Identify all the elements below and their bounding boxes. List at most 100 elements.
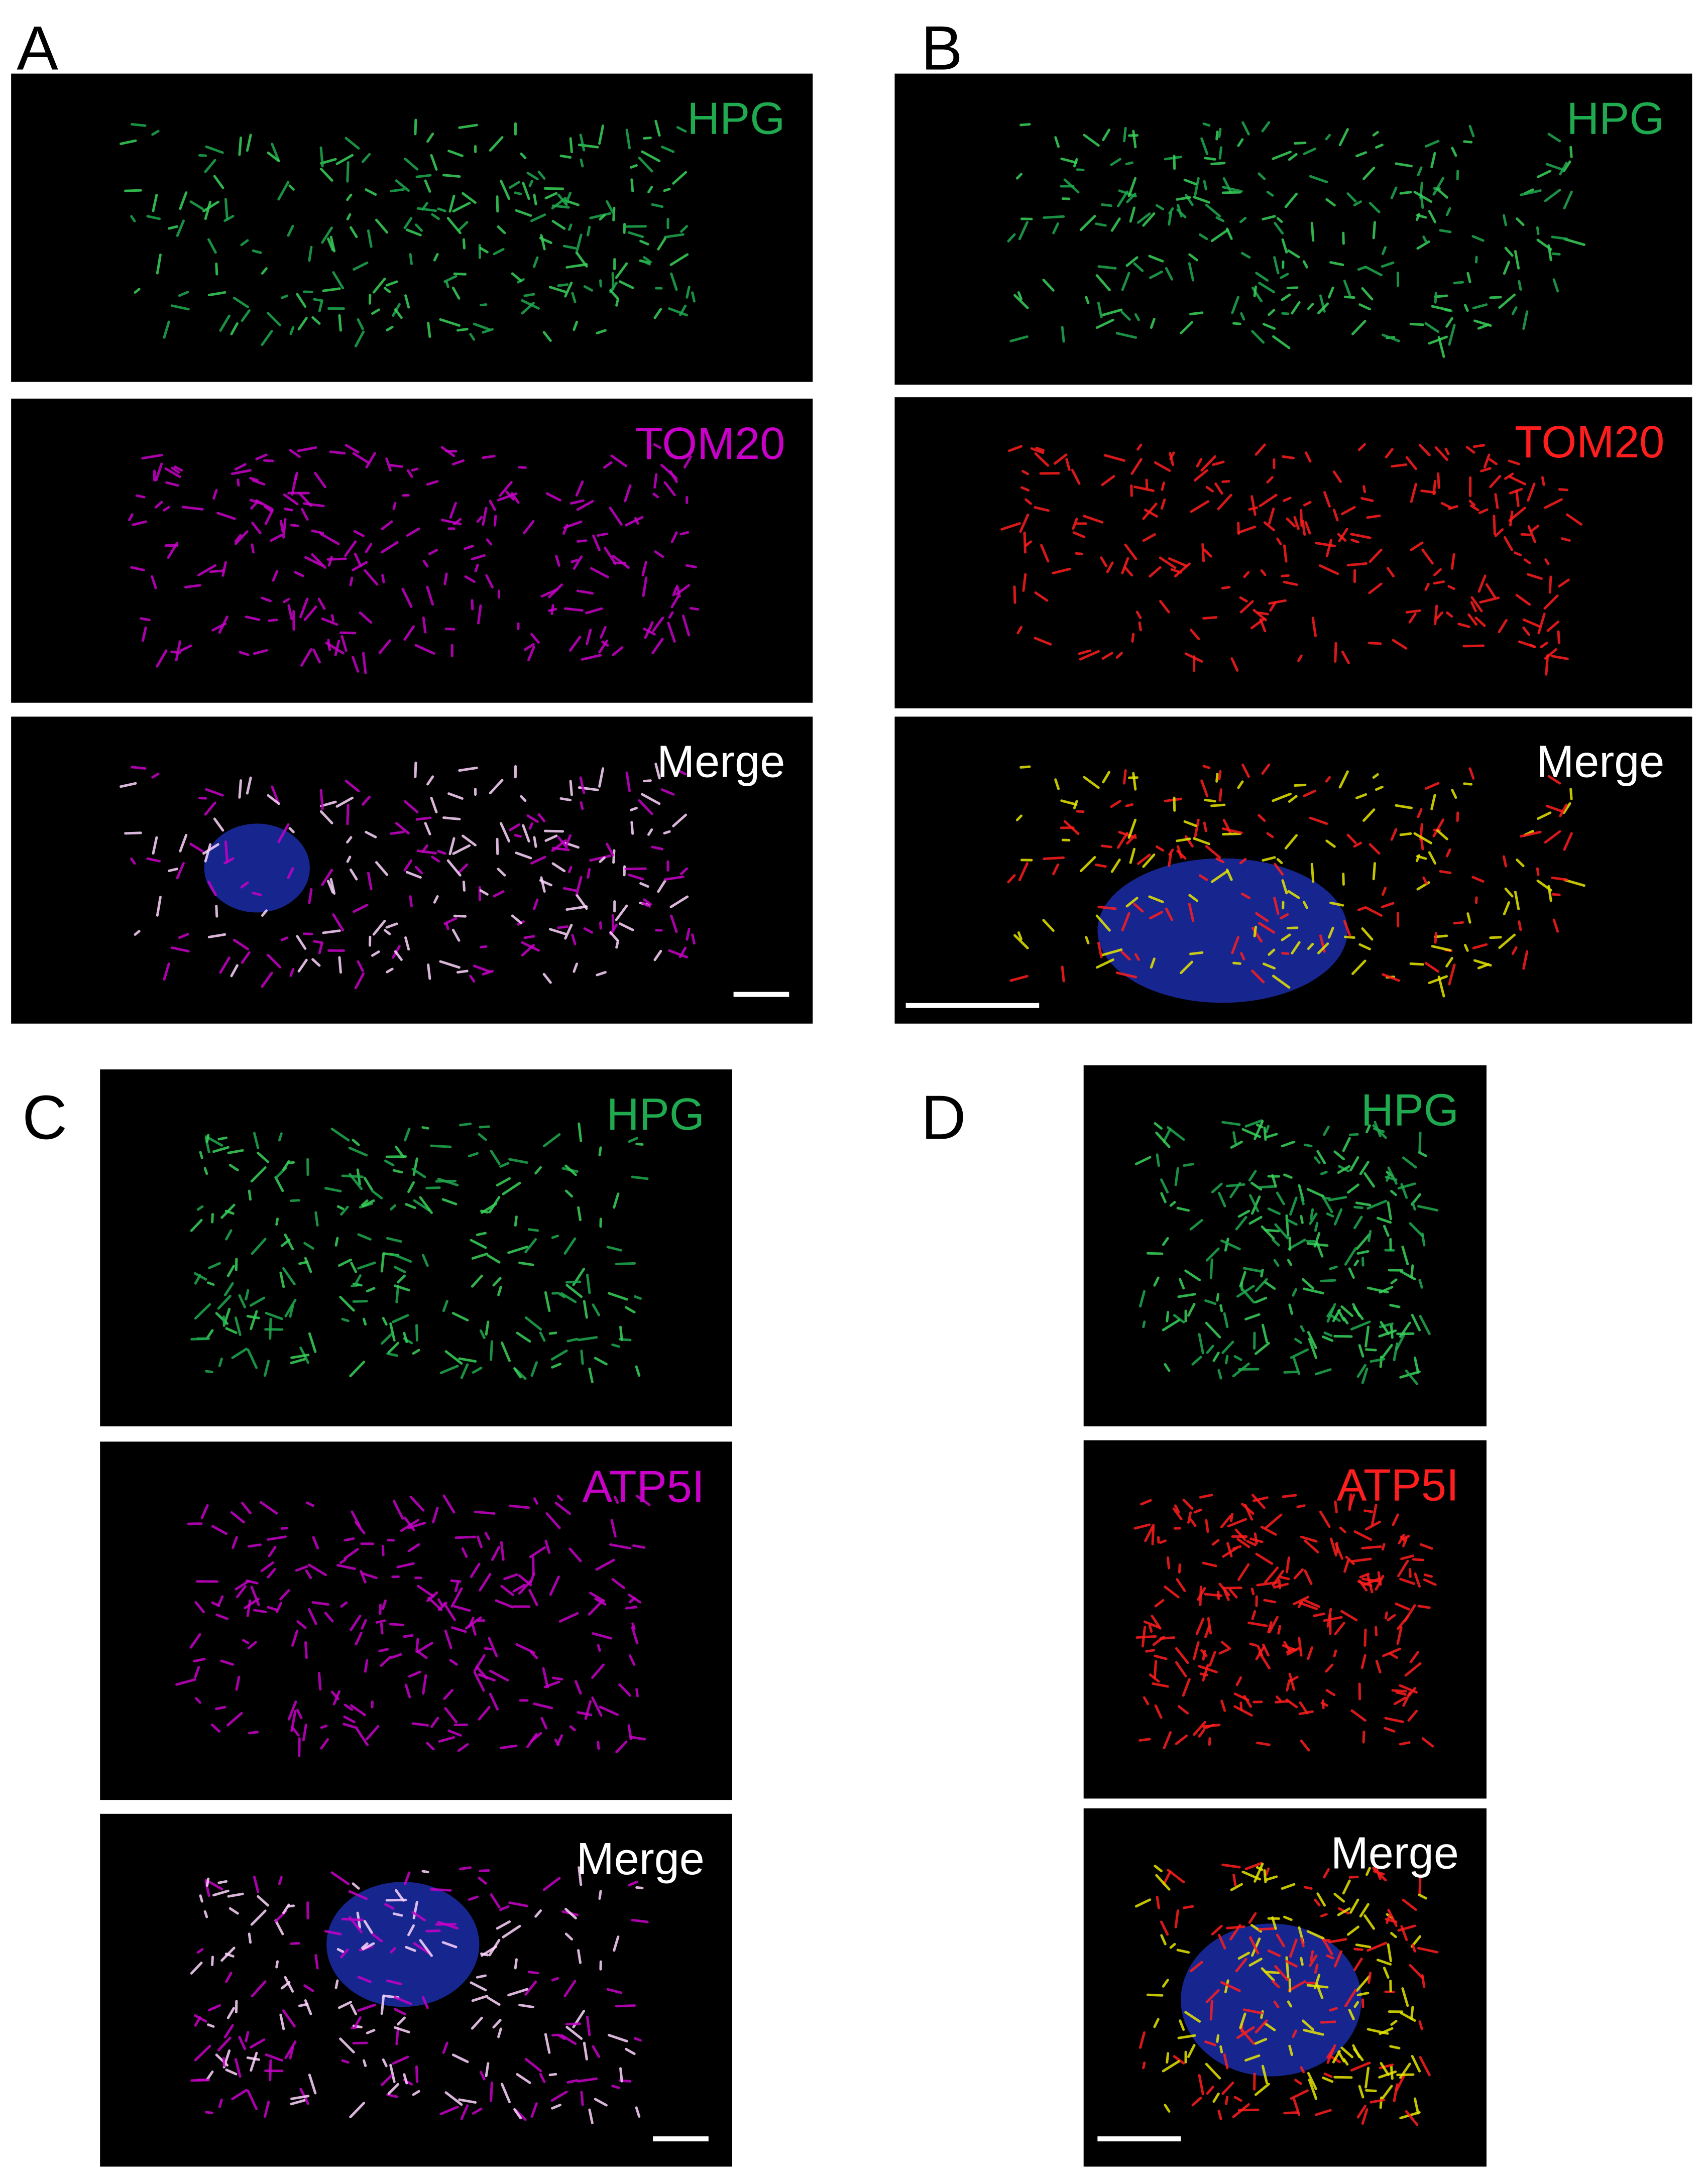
- mitochondrion: [1237, 780, 1244, 789]
- mitochondrion: [631, 1918, 649, 1923]
- mitochondrion: [460, 1363, 469, 1379]
- mitochondrion: [1314, 1964, 1319, 1974]
- mitochondrion: [484, 1647, 493, 1651]
- mitochondrion: [1202, 123, 1211, 127]
- mitochondrion: [1205, 486, 1214, 493]
- mitochondrion: [482, 969, 494, 976]
- mitochondrion: [1076, 810, 1085, 813]
- mitochondrion: [569, 1725, 576, 1732]
- mitochondrion: [136, 494, 146, 499]
- mitochondrion: [1253, 285, 1258, 297]
- mitochondrion: [308, 1608, 317, 1625]
- mitochondrion: [346, 213, 352, 221]
- mitochondrion: [485, 1320, 490, 1336]
- mitochondrion: [430, 1717, 439, 1728]
- mitochondrion: [1230, 1883, 1243, 1891]
- mitochondrion: [496, 195, 499, 213]
- mitochondrion: [1281, 574, 1290, 577]
- mitochondrion: [1132, 772, 1137, 791]
- mitochondrion: [263, 459, 274, 462]
- mitochondrion: [339, 1558, 347, 1564]
- mitochondrion: [1264, 1566, 1279, 1584]
- mitochondrion: [353, 530, 365, 537]
- mitochondrion: [589, 212, 612, 219]
- mitochondrion: [196, 1205, 204, 1211]
- mitochondrion: [1428, 210, 1437, 223]
- mitochondrion: [1248, 1170, 1257, 1182]
- mitochondrion: [386, 1352, 399, 1357]
- mitochondrion: [1421, 1232, 1426, 1247]
- mitochondrion: [1358, 2085, 1364, 2099]
- mitochondrion: [1364, 1325, 1370, 1348]
- mitochondrion: [606, 842, 614, 857]
- mitochondrion: [524, 1980, 537, 1996]
- mitochondrion: [1155, 204, 1165, 210]
- mitochondrion: [1259, 494, 1278, 508]
- mitochondrion: [163, 962, 170, 981]
- mitochondrion: [451, 459, 465, 466]
- mitochondrion: [349, 576, 354, 586]
- mitochondrion: [523, 935, 535, 939]
- mitochondrion: [354, 1274, 362, 1286]
- mitochondrion: [511, 272, 523, 282]
- mitochondrion: [1350, 533, 1372, 539]
- mitochondrion: [583, 2041, 588, 2060]
- mitochondrion: [304, 556, 323, 567]
- mitochondrion: [518, 1580, 532, 1595]
- mitochondrion: [548, 583, 563, 598]
- mitochondrion: [564, 1932, 574, 1940]
- mitochondrion: [415, 866, 423, 875]
- mitochondrion: [1261, 763, 1271, 775]
- mitochondrion: [1393, 1696, 1407, 1706]
- mitochondrion: [280, 936, 289, 941]
- mitochondrion: [1095, 914, 1111, 932]
- mitochondrion: [679, 304, 687, 316]
- mitochondrion: [1381, 1543, 1386, 1551]
- mitochondrion: [1434, 934, 1448, 938]
- mitochondrion: [189, 200, 204, 210]
- mitochondrion: [566, 1338, 579, 1343]
- mitochondrion: [1372, 862, 1377, 881]
- mitochondrion: [164, 467, 181, 478]
- mitochondrion: [450, 1626, 467, 1633]
- mitochondrion: [384, 1159, 395, 1167]
- mitochondrion: [447, 792, 464, 800]
- mitochondrion: [488, 1637, 498, 1657]
- mitochondrion: [207, 238, 217, 254]
- mitochondrion: [303, 605, 317, 621]
- mitochondrion: [239, 651, 250, 656]
- mitochondrion: [1154, 1122, 1163, 1130]
- mitochondrion: [1243, 571, 1250, 578]
- mitochondrion: [487, 1254, 501, 1264]
- mitochondrion: [1042, 278, 1055, 292]
- mitochondrion: [1272, 1569, 1284, 1587]
- mitochondrion: [558, 1612, 579, 1623]
- mitochondrion: [1327, 286, 1334, 299]
- mitochondrion: [179, 833, 188, 853]
- mitochondrion: [458, 2098, 477, 2104]
- mitochondrion: [1291, 941, 1301, 955]
- mitochondrion: [215, 1613, 229, 1620]
- mitochondrion: [1189, 1961, 1203, 1973]
- mitochondrion: [1198, 233, 1208, 240]
- mitochondrion: [1291, 301, 1301, 315]
- mitochondrion: [515, 1643, 535, 1654]
- mitochondrion: [1261, 1323, 1269, 1344]
- mitochondrion: [1224, 1238, 1229, 1252]
- mitochondrion: [1205, 1519, 1209, 1533]
- mitochondrion: [1152, 1682, 1169, 1688]
- mitochondrion: [1221, 186, 1243, 193]
- mitochondrion: [1355, 793, 1368, 799]
- mitochondrion: [1172, 1507, 1183, 1520]
- mitochondrion: [366, 1725, 380, 1741]
- mitochondrion: [1184, 2011, 1201, 2023]
- mitochondrion: [240, 239, 249, 247]
- mitochondrion: [1408, 1687, 1416, 1697]
- mitochondrion: [1255, 272, 1269, 282]
- mitochondrion: [575, 1680, 582, 1695]
- mitochondrion: [1470, 596, 1483, 613]
- mitochondrion: [472, 1367, 483, 1374]
- mitochondrion: [365, 543, 373, 553]
- mitochondrion: [267, 151, 280, 163]
- mitochondrion: [1314, 1898, 1321, 1907]
